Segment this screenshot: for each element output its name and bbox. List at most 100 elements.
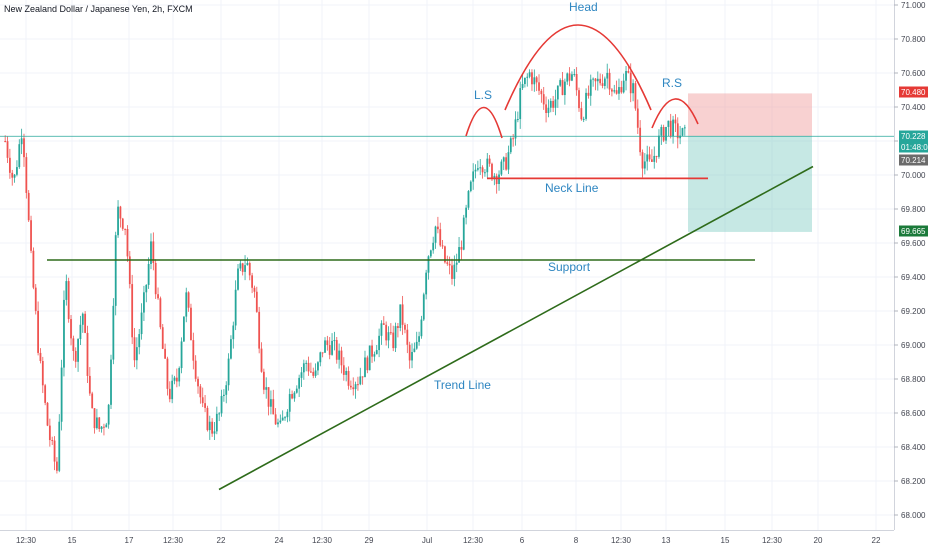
candle-body [201, 397, 204, 404]
candle-body [95, 417, 98, 429]
candle-body [154, 262, 157, 295]
time-tick-label: 13 [662, 536, 671, 545]
candle-body [535, 77, 538, 83]
candle-body [187, 292, 190, 308]
candle-body [512, 138, 515, 140]
candle-body [373, 354, 376, 357]
candle-body [121, 218, 124, 229]
candle-body [676, 123, 679, 139]
candle-body [448, 263, 451, 266]
candle-body [474, 169, 477, 172]
candle-body [632, 83, 634, 94]
candle-body [380, 323, 383, 336]
time-tick-label: 15 [721, 536, 730, 545]
candle-body [88, 375, 91, 394]
candle-body [291, 394, 293, 399]
candle-body [660, 127, 663, 136]
candle-body [194, 360, 197, 379]
price-tick-label: 69.000 [901, 341, 926, 350]
candle-body [107, 404, 110, 425]
price-tags: 70.480 70.228 01:48:04 70.214 69.665 [899, 86, 932, 237]
candle-body [335, 340, 338, 360]
time-tick-label: 12:30 [163, 536, 184, 545]
candle-body [166, 358, 169, 389]
candle-body [606, 72, 609, 79]
candle-body [669, 120, 672, 137]
candle-body [13, 174, 16, 178]
candle-body [145, 284, 148, 293]
candle-body [157, 294, 159, 299]
candle-body [74, 350, 77, 362]
candle-body [580, 108, 583, 120]
candle-body [345, 370, 348, 375]
left-shoulder-arc [465, 106, 503, 139]
candle-body [603, 78, 606, 86]
candle-body [281, 417, 284, 421]
candle-body [681, 128, 684, 136]
price-tag-label: 69.665 [901, 227, 926, 236]
time-tick-label: 8 [574, 536, 579, 545]
candle-body [251, 275, 254, 288]
candle-body [404, 324, 406, 330]
candle-body [352, 387, 355, 390]
candle-body [467, 191, 470, 208]
candle-body [526, 76, 529, 78]
candle-body [178, 368, 181, 382]
candle-body [168, 388, 171, 400]
candle-body [342, 365, 345, 375]
candle-body [321, 352, 324, 354]
candle-body [79, 324, 82, 340]
candle-body [222, 394, 225, 396]
candle-body [613, 90, 616, 92]
candle-body [665, 126, 667, 141]
candle-body [488, 158, 491, 164]
candle-body [521, 84, 524, 89]
head-label: Head [569, 0, 598, 14]
candle-body [124, 228, 127, 230]
candle-body [479, 167, 482, 169]
chart-title: New Zealand Dollar / Japanese Yen, 2h, F… [4, 4, 193, 14]
candle-body [27, 192, 30, 221]
candle-body [60, 367, 63, 422]
candle-body [575, 74, 578, 91]
price-tick-label: 69.600 [901, 239, 926, 248]
candle-body [589, 79, 592, 96]
candle-body [204, 403, 206, 408]
stop-loss-zone [688, 93, 812, 137]
candle-body [103, 426, 105, 428]
candle-body [258, 311, 261, 349]
candle-body [399, 304, 402, 328]
candle-body [86, 332, 89, 376]
candle-body [147, 263, 150, 285]
candle-body [484, 172, 486, 174]
candle-body [293, 392, 296, 399]
candle-body [32, 250, 35, 288]
candle-body [571, 74, 573, 81]
candle-body [354, 384, 357, 390]
candle-body [239, 263, 242, 269]
candle-body [662, 127, 665, 141]
candle-body [559, 80, 562, 86]
candle-body [389, 332, 392, 334]
price-tick-label: 68.400 [901, 443, 926, 452]
price-tick-label: 70.000 [901, 171, 926, 180]
candle-body [500, 161, 503, 175]
candle-body [627, 71, 630, 73]
candle-body [255, 291, 258, 312]
candle-body [331, 340, 333, 355]
candle-body [18, 144, 21, 168]
candle-body [150, 241, 152, 264]
candle-body [138, 334, 141, 348]
trend-line [218, 165, 814, 491]
candle-body [636, 108, 639, 128]
candle-body [458, 247, 460, 263]
price-tick-label: 69.200 [901, 307, 926, 316]
right-shoulder-arc [651, 98, 699, 129]
candle-body [516, 119, 519, 121]
time-tick-label: 12:30 [611, 536, 632, 545]
trend-line-label: Trend Line [434, 378, 491, 392]
price-tick-label: 70.800 [901, 35, 926, 44]
candle-body [646, 154, 649, 162]
candle-body [596, 78, 599, 82]
head-arc [504, 24, 652, 111]
